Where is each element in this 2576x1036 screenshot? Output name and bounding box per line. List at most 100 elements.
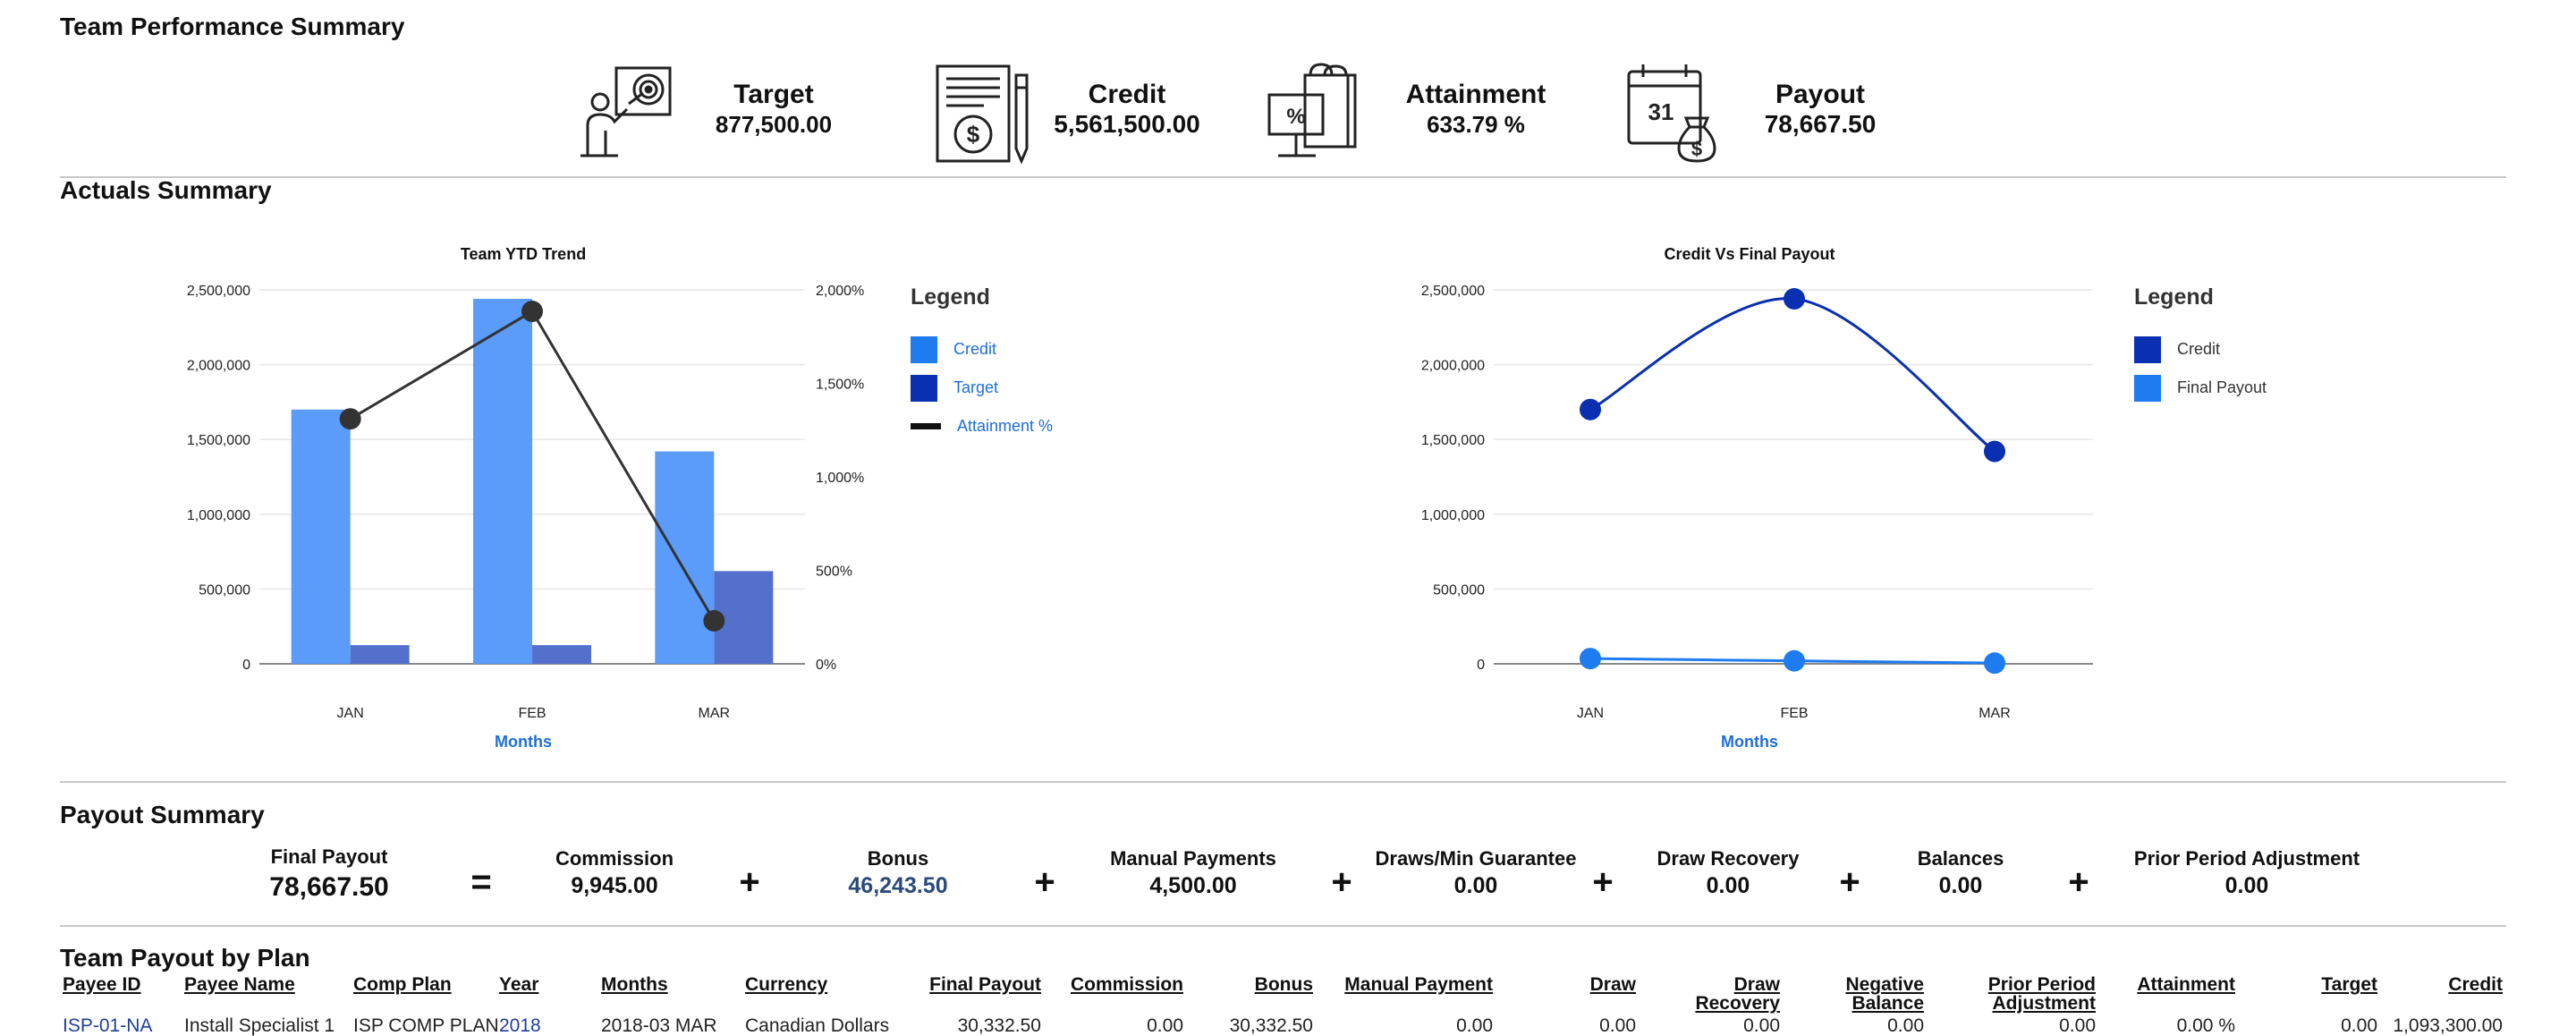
kpi-credit-value: 5,561,500.00 bbox=[1054, 110, 1200, 138]
calendar-money-icon: 31 $ bbox=[1627, 64, 1716, 163]
col-draw[interactable]: Draw bbox=[1589, 974, 1636, 995]
payee-id-link[interactable]: ISP-01-NA bbox=[63, 1015, 153, 1036]
svg-text:%: % bbox=[1286, 105, 1305, 129]
col-negative-balance[interactable]: Negative Balance bbox=[1845, 975, 1924, 1013]
legend-item-final-payout[interactable]: Final Payout bbox=[2134, 369, 2267, 407]
year-link[interactable]: 2018 bbox=[499, 1015, 541, 1036]
team-payout-title: Team Payout by Plan bbox=[60, 944, 310, 972]
y-tick-label: 500,000 bbox=[1433, 582, 1485, 598]
col-comp-plan[interactable]: Comp Plan bbox=[353, 974, 452, 995]
prior-period-cell: 0.00 bbox=[2059, 1015, 2096, 1036]
legend-label-final-payout: Final Payout bbox=[2177, 378, 2267, 396]
draw-cell: 0.00 bbox=[1599, 1015, 1636, 1036]
bar-target bbox=[350, 645, 410, 664]
col-attainment[interactable]: Attainment bbox=[2137, 974, 2235, 995]
legend-payout-title: Legend bbox=[2134, 284, 2214, 310]
col-payee-name[interactable]: Payee Name bbox=[184, 974, 295, 995]
credit-point bbox=[1984, 440, 2005, 463]
plus-sign: + bbox=[1592, 862, 1614, 902]
commission-label: Commission bbox=[555, 847, 674, 870]
bar-credit bbox=[473, 299, 532, 664]
kpi-attainment-value: 633.79 % bbox=[1427, 111, 1525, 138]
prior-period-label: Prior Period Adjustment bbox=[2133, 847, 2360, 870]
y-tick-label: 2,500,000 bbox=[187, 284, 250, 299]
col-target[interactable]: Target bbox=[2321, 974, 2377, 995]
plus-sign: + bbox=[739, 862, 760, 902]
divider bbox=[60, 176, 2506, 178]
y2-tick-label: 500% bbox=[816, 565, 852, 580]
col-commission[interactable]: Commission bbox=[1070, 974, 1183, 995]
col-months[interactable]: Months bbox=[601, 974, 668, 995]
manual-payments-summary: Manual Payments 4,500.00 bbox=[1059, 845, 1327, 899]
col-credit[interactable]: Credit bbox=[2448, 974, 2503, 995]
divider bbox=[60, 925, 2506, 927]
negative-balance-cell: 0.00 bbox=[1887, 1015, 1924, 1036]
y2-tick-label: 2,000% bbox=[816, 284, 864, 299]
balances-label: Balances bbox=[1917, 847, 2004, 870]
y-tick-label: 2,000,000 bbox=[187, 359, 250, 374]
commission-summary: Commission 9,945.00 bbox=[480, 845, 749, 899]
credit-vs-final-payout-chart: Credit Vs Final Payout 0 500,000 1,000,000 1… bbox=[1395, 234, 2111, 762]
attainment-point bbox=[703, 609, 725, 632]
commission-value: 9,945.00 bbox=[571, 873, 658, 898]
final-payout-cell: 30,332.50 bbox=[957, 1015, 1041, 1036]
prior-period-value: 0.00 bbox=[2224, 873, 2269, 898]
col-negative-balance-line2: Balance bbox=[1852, 993, 1924, 1014]
kpi-payout-label: Payout bbox=[1775, 80, 1866, 109]
kpi-credit-label: Credit bbox=[1088, 80, 1166, 109]
credit-vs-final-payout-svg: Credit Vs Final Payout 0 500,000 1,000,000 1… bbox=[1421, 245, 2093, 751]
bonus-label: Bonus bbox=[867, 847, 929, 870]
divider bbox=[60, 781, 2506, 783]
chart-title: Team YTD Trend bbox=[461, 245, 586, 263]
months-cell: 2018-03 MAR bbox=[601, 1015, 717, 1036]
legend-item-credit-2[interactable]: Credit bbox=[2134, 330, 2267, 369]
attainment-point bbox=[339, 408, 361, 430]
y-tick-label: 1,000,000 bbox=[1421, 508, 1485, 523]
legend-swatch-target bbox=[911, 374, 937, 402]
col-currency[interactable]: Currency bbox=[745, 974, 828, 995]
presenter-target-icon bbox=[580, 66, 672, 157]
currency-cell: Canadian Dollars bbox=[745, 1015, 890, 1036]
col-payee-id[interactable]: Payee ID bbox=[63, 974, 141, 995]
legend-item-attainment[interactable]: Attainment % bbox=[911, 407, 1053, 446]
final-payout-point bbox=[1580, 648, 1601, 670]
final-payout-point bbox=[1984, 652, 2005, 675]
col-negative-balance-line1: Negative bbox=[1845, 974, 1924, 995]
col-draw-recovery-line2: Recovery bbox=[1695, 993, 1780, 1014]
col-draw-recovery[interactable]: Draw Recovery bbox=[1695, 975, 1780, 1013]
legend-label-credit: Credit bbox=[953, 340, 997, 358]
payout-summary-title: Payout Summary bbox=[60, 801, 265, 828]
kpi-target: Target 877,500.00 bbox=[577, 52, 872, 168]
svg-text:$: $ bbox=[967, 121, 980, 148]
x-tick-label: FEB bbox=[518, 706, 546, 721]
x-tick-label: MAR bbox=[699, 706, 731, 721]
legend-item-target[interactable]: Target bbox=[911, 369, 1053, 407]
final-payout-label: Final Payout bbox=[270, 845, 388, 868]
credit-cell: 1,093,300.00 bbox=[2393, 1015, 2503, 1036]
legend-item-credit[interactable]: Credit bbox=[911, 330, 1053, 369]
kpi-attainment: % Attainment 633.79 % bbox=[1266, 52, 1579, 168]
kpi-target-label: Target bbox=[733, 80, 814, 109]
col-prior-period[interactable]: Prior Period Adjustment bbox=[1988, 975, 2096, 1013]
y-tick-label: 0 bbox=[242, 658, 250, 673]
y-tick-label: 1,500,000 bbox=[1421, 433, 1485, 448]
bonus-value-link[interactable]: 46,243.50 bbox=[848, 873, 948, 898]
y-tick-label: 2,500,000 bbox=[1421, 284, 1485, 299]
col-bonus[interactable]: Bonus bbox=[1254, 974, 1313, 995]
col-manual-payment[interactable]: Manual Payment bbox=[1344, 974, 1493, 995]
x-tick-label: FEB bbox=[1780, 706, 1808, 721]
legend-swatch-credit bbox=[911, 335, 937, 363]
bonus-cell: 30,332.50 bbox=[1229, 1015, 1313, 1036]
final-payout-point bbox=[1784, 650, 1805, 672]
y-tick-label: 2,000,000 bbox=[1421, 359, 1485, 374]
x-axis-label: Months bbox=[495, 733, 552, 751]
x-tick-label: MAR bbox=[1979, 706, 2011, 721]
x-tick-label: JAN bbox=[337, 706, 364, 721]
kpi-target-value: 877,500.00 bbox=[715, 111, 833, 138]
col-final-payout[interactable]: Final Payout bbox=[929, 974, 1041, 995]
col-year[interactable]: Year bbox=[499, 974, 539, 995]
team-ytd-trend-chart: Team YTD Trend 0 500,000 1,000,000 1,500,000… bbox=[161, 234, 966, 762]
bar-credit bbox=[655, 451, 715, 664]
credit-line bbox=[1589, 297, 1996, 453]
y-tick-label: 0 bbox=[1477, 658, 1485, 673]
